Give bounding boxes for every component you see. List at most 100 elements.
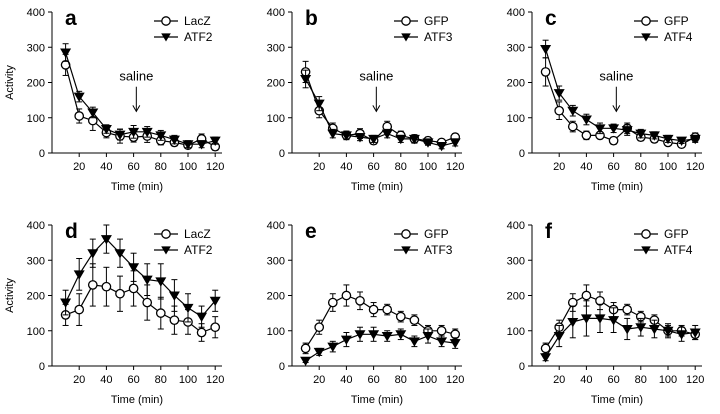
- legend-marker: [401, 16, 411, 26]
- data-point: [450, 329, 461, 340]
- annotation-label: saline: [359, 69, 393, 84]
- y-tick-label: 200: [507, 78, 525, 90]
- series-atf4: [540, 300, 701, 363]
- x-tick-label: 100: [419, 161, 437, 173]
- legend-entry: LacZ: [154, 14, 211, 28]
- x-tick-label: 80: [395, 374, 407, 386]
- legend-entry: LacZ: [154, 227, 211, 241]
- data-point: [155, 308, 166, 318]
- y-tick-label: 400: [507, 7, 525, 19]
- panel-a: 0 100 200 300 400 20 40 60 80 100 120 Time (min) Act…: [4, 7, 224, 193]
- legend-marker: [641, 246, 651, 255]
- panel-d: 0 100 200 300 400 20 40 60 80 100 120 Time (min) Act…: [4, 220, 224, 406]
- data-point: [74, 111, 85, 121]
- data-point: [327, 297, 338, 308]
- legend-marker: [401, 229, 411, 239]
- data-point: [594, 314, 606, 324]
- legend-marker: [401, 246, 411, 255]
- data-point: [395, 330, 407, 340]
- legend-label: ATF2: [184, 30, 213, 44]
- x-tick-label: 60: [607, 161, 619, 173]
- x-tick-label: 60: [367, 374, 379, 386]
- x-tick-label: 80: [155, 374, 167, 386]
- y-tick-label: 400: [27, 220, 45, 232]
- data-point: [594, 124, 606, 134]
- x-tick-label: 20: [313, 161, 325, 173]
- y-tick-label: 400: [267, 220, 285, 232]
- data-point: [408, 337, 420, 347]
- panel-f: 0 100 200 300 400 20 40 60 80 100 120 Time (min) f GF…: [507, 220, 705, 406]
- data-point: [168, 135, 180, 145]
- x-tick-label: 20: [313, 374, 325, 386]
- y-tick-label: 300: [507, 255, 525, 267]
- x-tick-label: 100: [659, 161, 677, 173]
- data-point: [622, 304, 633, 315]
- x-tick-label: 120: [446, 374, 464, 386]
- x-axis-label: Time (min): [111, 181, 163, 193]
- x-axis-label: Time (min): [591, 394, 643, 406]
- y-tick-label: 400: [507, 220, 525, 232]
- y-tick-label: 200: [267, 291, 285, 303]
- data-point: [567, 317, 579, 328]
- data-point: [168, 291, 180, 301]
- x-axis-label: Time (min): [111, 394, 163, 406]
- y-tick-label: 0: [39, 361, 45, 373]
- series-lacz: [60, 263, 221, 342]
- x-tick-label: 60: [607, 374, 619, 386]
- data-point: [73, 92, 85, 102]
- data-point: [128, 263, 140, 273]
- data-point: [422, 332, 434, 342]
- data-point: [662, 326, 674, 337]
- annotation-label: saline: [119, 69, 153, 84]
- x-tick-label: 120: [686, 374, 704, 386]
- y-tick-label: 100: [507, 326, 525, 338]
- x-tick-label: 20: [553, 161, 565, 173]
- series-line: [545, 317, 696, 358]
- legend-label: ATF4: [664, 30, 693, 44]
- data-point: [209, 136, 221, 147]
- legend-entry: ATF2: [154, 243, 213, 257]
- data-point: [395, 311, 406, 322]
- data-point: [341, 290, 352, 301]
- annotation-arrowhead: [612, 105, 621, 113]
- y-tick-label: 400: [267, 7, 285, 19]
- legend-entry: ATF3: [394, 30, 453, 44]
- data-point: [540, 67, 551, 77]
- panel-letter: e: [305, 220, 317, 243]
- legend-label: GFP: [664, 227, 689, 241]
- y-tick-label: 0: [279, 148, 285, 160]
- data-point: [449, 138, 461, 148]
- data-point: [354, 330, 366, 340]
- series-gfp: [540, 284, 701, 355]
- panel-letter: a: [65, 7, 77, 30]
- legend-marker: [161, 33, 171, 42]
- y-tick-label: 200: [267, 78, 285, 90]
- data-point: [182, 303, 194, 314]
- data-point: [635, 129, 647, 139]
- legend-entry: ATF3: [394, 243, 453, 257]
- series-atf4: [540, 39, 701, 147]
- data-point: [381, 129, 393, 139]
- data-point: [436, 337, 448, 347]
- data-point: [114, 130, 126, 141]
- data-point: [355, 295, 365, 306]
- y-tick-label: 0: [279, 361, 285, 373]
- legend-marker: [161, 229, 171, 239]
- data-point: [676, 330, 688, 340]
- y-tick-label: 200: [27, 291, 45, 303]
- data-point: [662, 134, 674, 145]
- data-point: [196, 140, 208, 150]
- x-tick-label: 20: [73, 374, 85, 386]
- y-tick-label: 300: [267, 255, 285, 267]
- legend-marker: [641, 16, 651, 26]
- x-tick-label: 40: [340, 161, 352, 173]
- legend-label: ATF3: [424, 30, 453, 44]
- y-tick-label: 100: [27, 326, 45, 338]
- y-tick-label: 200: [27, 78, 45, 90]
- data-point: [676, 136, 688, 147]
- x-tick-label: 100: [419, 374, 437, 386]
- data-point: [368, 134, 380, 145]
- data-point: [74, 304, 85, 315]
- data-point: [621, 324, 633, 335]
- legend-marker: [161, 246, 171, 255]
